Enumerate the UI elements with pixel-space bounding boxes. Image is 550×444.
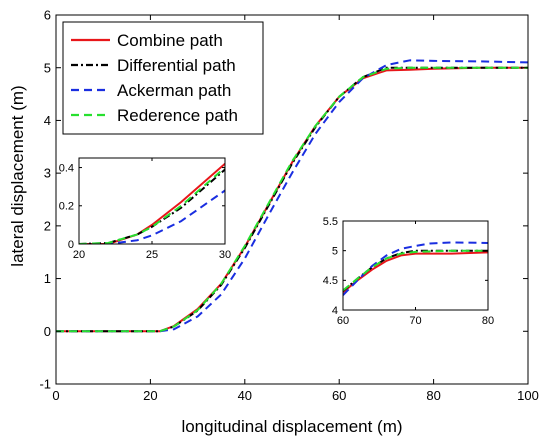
plot-frame <box>342 220 489 311</box>
y-tick-label: 2 <box>44 218 51 233</box>
y-tick-label: 1 <box>44 271 51 286</box>
y-tick-label: 5 <box>44 60 51 75</box>
series-group <box>79 162 225 244</box>
y-tick-label: 4 <box>332 305 338 317</box>
x-tick-label: 80 <box>482 315 494 327</box>
y-tick-label: 0 <box>68 239 74 251</box>
x-tick-label: 60 <box>332 388 346 403</box>
y-tick-label: 0.2 <box>59 201 74 213</box>
x-tick-label: 30 <box>219 249 231 261</box>
y-tick-label: 5 <box>332 246 338 258</box>
plot-frame <box>78 157 226 245</box>
series-line-rederence-path <box>79 166 225 244</box>
y-tick-label: 0 <box>44 324 51 339</box>
y-tick-label: -1 <box>39 377 51 392</box>
x-tick-label: 20 <box>73 249 85 261</box>
x-axis-label: longitudinal displacement (m) <box>181 417 402 436</box>
y-tick-label: 6 <box>44 8 51 23</box>
plot-frame <box>55 14 529 385</box>
legend-entry: Ackerman path <box>117 81 231 100</box>
x-tick-label: 40 <box>238 388 252 403</box>
y-tick-label: 4.5 <box>323 275 338 287</box>
series-line-ackerman-path <box>79 189 225 244</box>
series-group <box>343 241 488 296</box>
series-line-differential-path <box>343 249 488 292</box>
legend-entry: Combine path <box>117 31 223 50</box>
series-line-rederence-path <box>56 66 528 333</box>
x-tick-label: 60 <box>337 315 349 327</box>
series-group <box>56 59 528 333</box>
x-tick-label: 25 <box>146 249 158 261</box>
plot-area <box>343 221 488 310</box>
legend-entry: Differential path <box>117 56 236 75</box>
x-tick-label: 70 <box>409 315 421 327</box>
x-tick-label: 0 <box>52 388 59 403</box>
y-axis-label: lateral displacement (m) <box>8 85 27 266</box>
inset-plot-right: 60 70 80 4 4.5 5 5.5 <box>323 216 494 327</box>
legend: Combine path Differential path Ackerman pa… <box>62 21 264 135</box>
inset-plot-left: 20 25 30 0 0.2 0.4 <box>59 157 231 261</box>
series-line-ackerman-path <box>56 59 528 333</box>
series-line-differential-path <box>79 168 225 244</box>
y-tick-label: 3 <box>44 166 51 181</box>
plot-area <box>79 158 225 244</box>
y-tick-label: 5.5 <box>323 216 338 228</box>
x-tick-label: 100 <box>517 388 539 403</box>
x-tick-label: 20 <box>143 388 157 403</box>
y-tick-label: 4 <box>44 113 51 128</box>
y-tick-label: 0.4 <box>59 162 74 174</box>
legend-entry: Rederence path <box>117 106 238 125</box>
series-line-ackerman-path <box>343 241 488 296</box>
x-tick-label: 80 <box>426 388 440 403</box>
